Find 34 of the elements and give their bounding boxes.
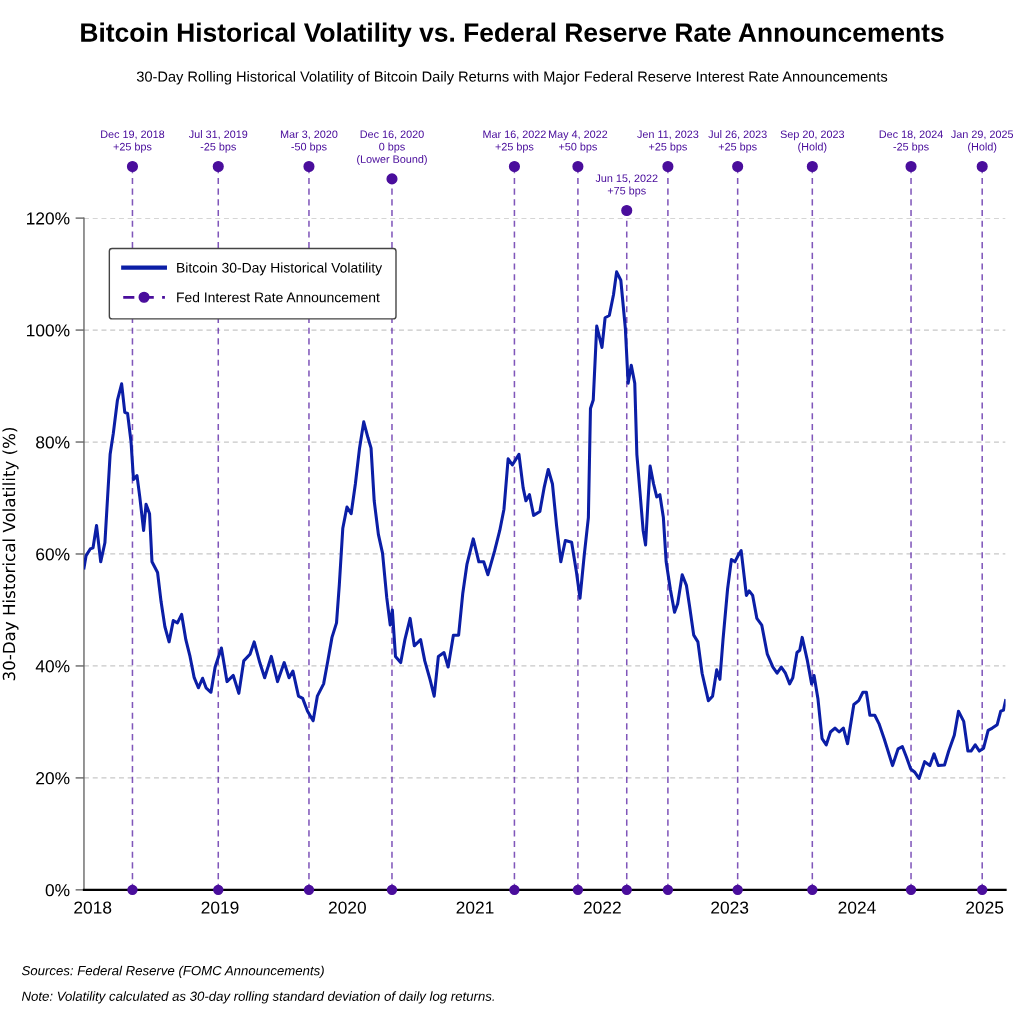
legend-label: Fed Interest Rate Announcement: [177, 292, 380, 303]
x-tick-label: 2021: [456, 901, 494, 914]
x-tick-label: 2019: [201, 901, 239, 914]
x-tick-label: 2022: [583, 901, 621, 914]
y-tick-label: 0%: [45, 884, 70, 897]
x-tick-label: 2024: [838, 901, 876, 914]
ref-line-label: May 4, 2022 +50 bps: [548, 130, 608, 153]
y-axis-title: 30-Day Historical Volatility (%): [2, 427, 19, 681]
ref-line-label: Jen 11, 2023 +25 bps: [637, 130, 699, 153]
ref-line-label: Dec 16, 2020 0 bps (Lower Bound): [357, 130, 427, 166]
ref-line-label: Mar 16, 2022 +25 bps: [483, 130, 546, 153]
ref-line-label: Jul 31, 2019 -25 bps: [188, 130, 248, 153]
y-tick-label: 120%: [27, 212, 70, 225]
source-note: Sources: Federal Reserve (FOMC Announcements): [21, 965, 324, 978]
y-tick-label: 80%: [36, 436, 70, 449]
legend-label: Bitcoin 30-Day Historical Volatility: [177, 262, 383, 276]
y-tick-label: 40%: [35, 660, 70, 673]
ref-line-label: Dec 19, 2018 +25 bps: [101, 130, 165, 153]
ref-line-label: Mar 3, 2020 -50 bps: [280, 130, 338, 153]
x-tick-label: 2023: [711, 901, 749, 914]
chart-subtitle: 30-Day Rolling Historical Volatility of Bitcoin Daily Returns with Major Federal Reserve Interest Rate Announcements: [136, 71, 888, 85]
x-tick-label: 2020: [328, 901, 366, 914]
text: Note: Volatility calculated as 30-day rolling standard deviation of daily log returns.: [21, 991, 494, 1004]
chart-title: Bitcoin Historical Volatility vs. Federal Reserve Rate Announcements: [81, 22, 944, 48]
x-tick-label: 2025: [966, 901, 1004, 914]
y-tick-label: 60%: [36, 548, 70, 561]
y-tick-label: 100%: [27, 324, 70, 337]
ref-line-label: Dec 18, 2024 -25 bps: [879, 130, 943, 153]
ref-line-label: Sep 20, 2023 (Hold): [780, 130, 845, 153]
ref-line-label: Jul 26, 2023 +25 bps: [708, 130, 767, 153]
x-tick-label: 2018: [74, 901, 112, 914]
ref-line-label: Jan 29, 2025 (Hold): [951, 130, 1014, 153]
y-tick-label: 20%: [36, 772, 70, 785]
ref-line-label: Jun 15, 2022 +75 bps: [595, 174, 658, 197]
